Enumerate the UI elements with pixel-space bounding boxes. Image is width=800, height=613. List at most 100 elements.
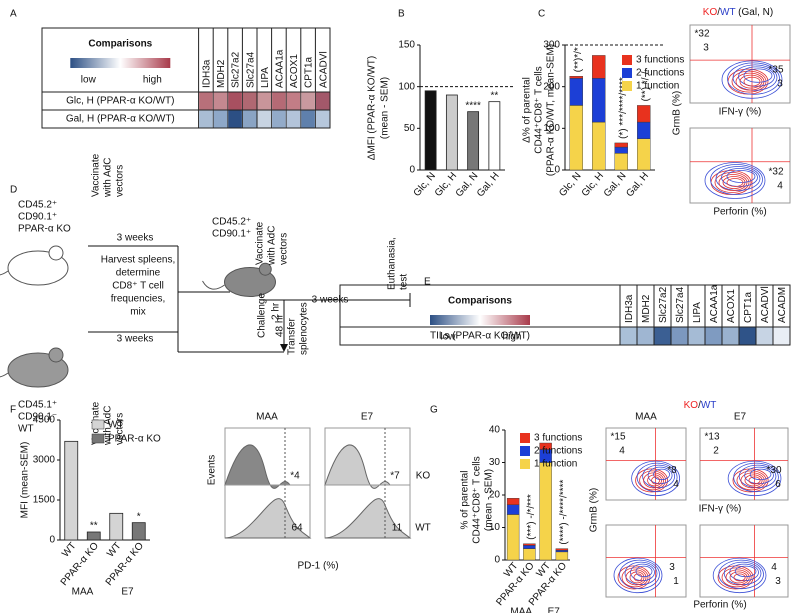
panel-label: G: [430, 405, 438, 416]
contour: [739, 74, 763, 89]
legend-label: 1 function: [534, 459, 577, 470]
contour: [635, 468, 668, 493]
legend-label: 1 function: [636, 81, 679, 92]
quadrant-value: 3: [777, 79, 783, 90]
column-label: LIPA: [692, 302, 703, 323]
bar-segment: [614, 146, 628, 154]
arrow-head: [280, 344, 288, 352]
contour: [736, 470, 767, 491]
legend-swatch: [622, 68, 632, 78]
bar-segment: [637, 138, 651, 171]
color-gradient: [70, 58, 171, 68]
panel-label: A: [10, 9, 17, 20]
percent: *4: [290, 471, 300, 482]
x-tick-label: Glc, N: [412, 171, 438, 199]
contour: [642, 464, 675, 489]
legend-swatch: [622, 81, 632, 91]
quadrant-value: 6: [775, 479, 781, 490]
contour: [726, 170, 756, 183]
heatmap-cell: [242, 110, 257, 128]
bar: [64, 440, 79, 541]
diagram-text: 2 hr: [271, 302, 282, 320]
bar-segment: [555, 551, 569, 561]
contour: [712, 557, 767, 594]
mouse-tail: [202, 280, 225, 290]
heatmap-cell: [756, 327, 773, 345]
flow-title: E7: [734, 412, 747, 423]
flow-title: KO/WT: [684, 400, 717, 411]
title-part: WT: [701, 400, 717, 411]
y-tick-label: 10: [489, 522, 501, 533]
heatmap-cell: [272, 110, 286, 128]
y-tick-label: 100: [543, 123, 560, 134]
y-tick-label: 50: [404, 123, 416, 134]
mouse-tail: [0, 372, 9, 378]
contour: [727, 62, 780, 95]
heatmap-cell: [301, 110, 315, 128]
heatmap-cell: [722, 327, 739, 345]
histogram: [324, 444, 391, 489]
column-label: LIPA: [260, 67, 271, 88]
row-label: Gal, H (PPAR-α KO/WT): [66, 114, 175, 125]
heatmap-cell: [301, 92, 315, 110]
heatmap-cell: [242, 92, 257, 110]
legend-label: 3 functions: [534, 433, 582, 444]
diagram-text: Euthanasia,: [387, 237, 398, 290]
heatmap-cell: [637, 327, 654, 345]
y-axis-title: Events: [207, 455, 218, 486]
y-tick-label: 0: [49, 535, 55, 546]
x-axis-title: Perforin (%): [693, 600, 746, 611]
y-tick-label: 30: [489, 457, 501, 468]
bar: [445, 94, 458, 171]
group-label: MAA: [510, 607, 532, 613]
panel-label: C: [538, 9, 545, 20]
y-tick-label: 3000: [33, 455, 56, 466]
diagram-text: vectors: [279, 233, 290, 265]
y-tick-label: 20: [489, 490, 501, 501]
significance: ****: [465, 100, 481, 111]
bar: [488, 101, 501, 171]
contour: [617, 565, 651, 590]
heatmap-cell: [654, 327, 671, 345]
column-label: ACAA1a: [275, 49, 286, 88]
significance: (***) -/*/***: [526, 494, 537, 540]
y-tick-label: 0: [554, 165, 560, 176]
y-axis-title: GrmB (%): [672, 91, 683, 135]
contour: [721, 60, 783, 99]
contour: [633, 573, 643, 582]
bar-segment: [523, 548, 536, 561]
diagram-text: 3 weeks: [117, 233, 154, 244]
color-gradient: [430, 315, 530, 325]
bar: [131, 522, 146, 541]
contour: [639, 470, 666, 491]
column-label: Slc27a2: [658, 286, 669, 323]
x-tick-label: Gal, H: [624, 171, 651, 200]
x-tick-label: Glc, H: [580, 171, 606, 199]
contour: [744, 474, 763, 487]
legend-label: PPAR-α KO: [108, 434, 161, 445]
heatmap-cell: [286, 110, 301, 128]
title-part: WT: [720, 7, 735, 18]
bar-segment: [506, 498, 520, 505]
heatmap-cell: [199, 92, 213, 110]
quadrant-value: *13: [704, 432, 719, 443]
column-label: CPT1a: [304, 56, 315, 88]
flow-frame: [699, 427, 789, 501]
diagram-text: Vaccinate: [91, 153, 102, 197]
quadrant-value: *30: [766, 465, 781, 476]
diagram-text: Harvest spleens,: [101, 255, 175, 266]
diagram-text: test: [399, 274, 410, 290]
bar: [424, 90, 437, 171]
contour: [731, 70, 767, 93]
flow-title: KO/WT (Gal, N): [703, 7, 773, 18]
bar-segment: [592, 55, 606, 79]
legend-label: 3 functions: [636, 55, 684, 66]
bar-segment: [592, 121, 606, 171]
y-axis-title: (mean - SEM): [484, 469, 495, 531]
significance: (**)*/*: [573, 47, 584, 72]
panel-label: E: [424, 277, 431, 288]
diagram-text: WT: [18, 424, 34, 435]
title-part: /: [698, 400, 701, 411]
quadrant-value: 4: [619, 446, 625, 457]
